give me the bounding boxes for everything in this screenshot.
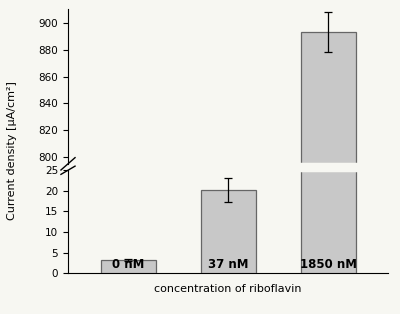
Bar <box>300 32 356 314</box>
Bar <box>300 0 356 273</box>
Text: Current density [µA/cm²]: Current density [µA/cm²] <box>7 81 17 220</box>
Text: 37 nM: 37 nM <box>208 258 248 271</box>
Bar <box>100 260 156 273</box>
Bar <box>200 190 256 273</box>
Text: 0 nM: 0 nM <box>112 258 144 271</box>
Text: 1850 nM: 1850 nM <box>300 258 356 271</box>
X-axis label: concentration of riboflavin: concentration of riboflavin <box>154 284 302 294</box>
